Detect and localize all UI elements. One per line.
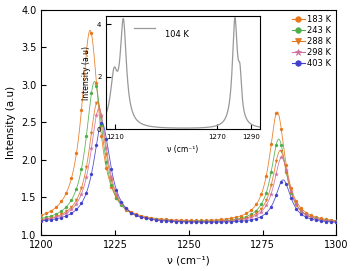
Y-axis label: Intensity (a.u): Intensity (a.u) xyxy=(6,86,16,159)
X-axis label: ν (cm⁻¹): ν (cm⁻¹) xyxy=(167,256,210,265)
Legend: 183 K, 243 K, 288 K, 298 K, 403 K: 183 K, 243 K, 288 K, 298 K, 403 K xyxy=(291,14,332,69)
